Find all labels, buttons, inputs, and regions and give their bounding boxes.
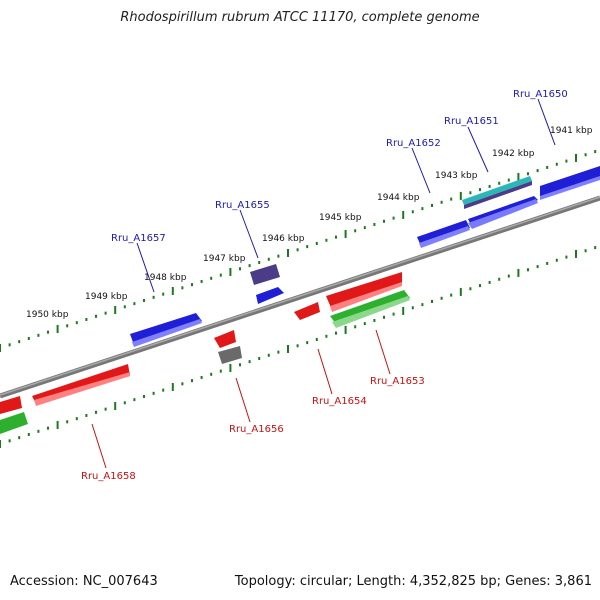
gene-rru-a1658[interactable]: [32, 364, 130, 406]
gene-label-rru-a1654[interactable]: Rru_A1654: [312, 348, 367, 407]
gene-rru-a1651-top[interactable]: [462, 176, 532, 209]
svg-text:Rru_A1654: Rru_A1654: [312, 396, 367, 407]
svg-text:Rru_A1657: Rru_A1657: [111, 233, 166, 244]
genome-backbone-highlight: [0, 196, 600, 396]
kbp-label: 1944 kbp: [377, 193, 420, 203]
accession-label: Accession: NC_007643: [10, 574, 158, 589]
kbp-label: 1941 kbp: [550, 126, 593, 136]
gene-rru-a1653[interactable]: [326, 272, 402, 312]
ruler-lower: [0, 246, 597, 448]
svg-text:Rru_A1655: Rru_A1655: [215, 200, 270, 211]
gene-rru-a1653-green[interactable]: [330, 290, 410, 328]
gene-left-red[interactable]: [0, 396, 22, 414]
kbp-label: 1942 kbp: [492, 149, 535, 159]
gene-rru-a1656[interactable]: [214, 330, 242, 364]
svg-text:Rru_A1653: Rru_A1653: [370, 376, 425, 387]
kbp-label: 1943 kbp: [435, 171, 478, 181]
kbp-label: 1947 kbp: [203, 254, 246, 264]
genome-backbone: [0, 195, 600, 399]
kbp-label: 1949 kbp: [85, 292, 128, 302]
gene-label-rru-a1653[interactable]: Rru_A1653: [370, 329, 425, 387]
genome-title: Rhodospirillum rubrum ATCC 11170, comple…: [120, 10, 480, 25]
svg-text:Rru_A1658: Rru_A1658: [81, 471, 136, 482]
genome-summary: Topology: circular; Length: 4,352,825 bp…: [234, 574, 592, 589]
svg-text:Rru_A1650: Rru_A1650: [513, 89, 568, 100]
gene-label-rru-a1652[interactable]: Rru_A1652: [386, 138, 441, 194]
gene-rru-a1651[interactable]: [468, 196, 538, 229]
svg-text:Rru_A1652: Rru_A1652: [386, 138, 441, 149]
ruler-upper: [0, 150, 597, 352]
gene-rru-a1652[interactable]: [417, 220, 470, 248]
gene-label-rru-a1650[interactable]: Rru_A1650: [513, 89, 568, 146]
kbp-label: 1945 kbp: [319, 213, 362, 223]
gene-rru-a1654[interactable]: [294, 302, 320, 320]
kbp-label: 1948 kbp: [144, 273, 187, 283]
gene-left-green[interactable]: [0, 412, 28, 434]
gene-rru-a1650[interactable]: [540, 166, 600, 200]
gene-label-rru-a1656[interactable]: Rru_A1656: [229, 377, 284, 435]
svg-text:Rru_A1656: Rru_A1656: [229, 424, 284, 435]
kbp-label: 1946 kbp: [262, 234, 305, 244]
kbp-label: 1950 kbp: [26, 310, 69, 320]
gene-label-rru-a1651[interactable]: Rru_A1651: [444, 116, 499, 173]
gene-label-rru-a1658[interactable]: Rru_A1658: [81, 423, 136, 482]
gene-rru-a1657[interactable]: [130, 313, 202, 347]
svg-text:Rru_A1651: Rru_A1651: [444, 116, 499, 127]
gene-label-rru-a1657[interactable]: Rru_A1657: [111, 233, 166, 293]
gene-label-rru-a1655[interactable]: Rru_A1655: [215, 200, 270, 259]
gene-rru-a1655[interactable]: [250, 264, 284, 304]
